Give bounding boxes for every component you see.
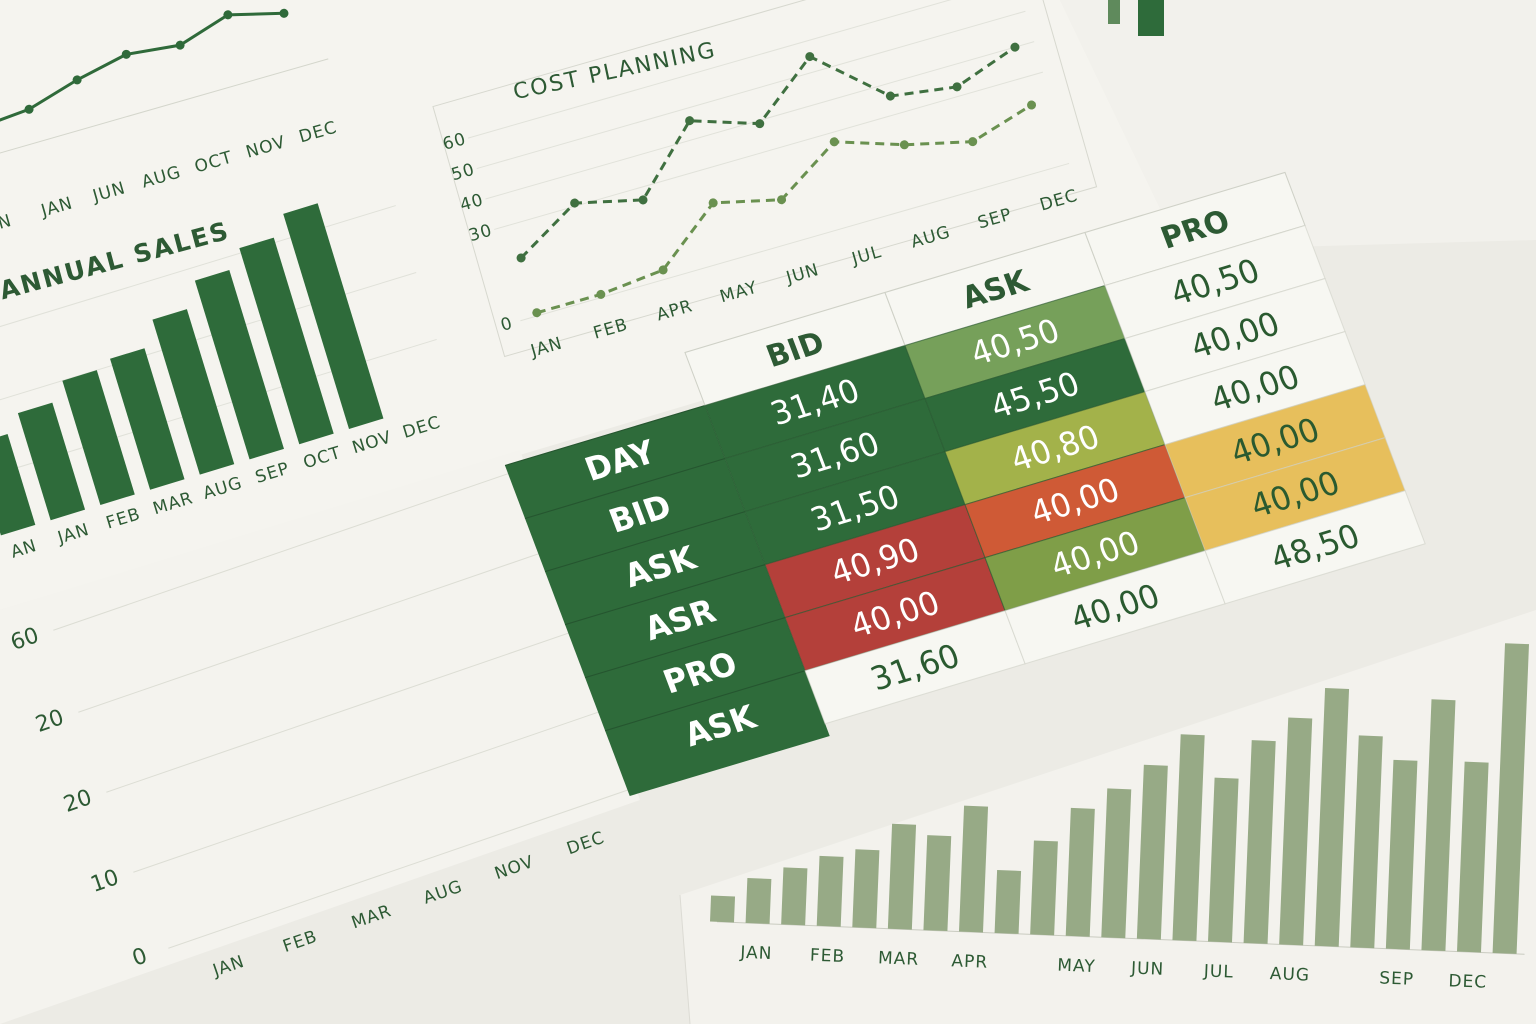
point	[570, 198, 580, 208]
bar	[852, 849, 880, 929]
table: DAYBIDASKASRPROASKBID31,4031,6031,5040,9…	[504, 171, 1426, 796]
bar	[1172, 734, 1205, 942]
row-rule	[604, 670, 806, 732]
x-tick-label: DEC	[1448, 971, 1487, 993]
bar	[710, 895, 736, 923]
bar	[1101, 788, 1132, 939]
rule	[106, 619, 608, 793]
rule	[133, 699, 635, 873]
x-tick-label: FEB	[810, 946, 846, 967]
bar	[923, 835, 952, 932]
point	[885, 91, 895, 101]
bar	[239, 237, 334, 445]
bar	[1314, 688, 1350, 947]
bar	[17, 402, 86, 521]
x-tick-label: JUN	[1130, 958, 1165, 979]
row-rule	[544, 511, 746, 573]
bar	[994, 869, 1022, 934]
fragment-bar	[1108, 0, 1120, 24]
bar	[0, 434, 36, 536]
point	[24, 104, 34, 114]
x-tick-label: APR	[951, 951, 988, 972]
bar	[1279, 717, 1313, 946]
plot-box	[432, 0, 1098, 358]
bar	[887, 823, 917, 930]
point	[708, 198, 718, 208]
x-tick-label: MAY	[1057, 956, 1096, 978]
bar	[152, 309, 235, 475]
bar	[745, 877, 772, 924]
point	[899, 140, 909, 150]
bar	[1065, 807, 1095, 937]
bar	[194, 270, 284, 460]
bar	[1136, 764, 1168, 940]
row-rule	[504, 404, 706, 467]
paper	[1060, 0, 1536, 250]
point	[223, 10, 233, 20]
grid-line	[476, 10, 1026, 170]
point	[658, 265, 668, 275]
point	[516, 253, 526, 263]
bar	[1421, 699, 1456, 952]
point	[121, 49, 131, 59]
chart: JAN FEB MAR APR MAY JUN JUL AUG SEP DEC	[710, 643, 1530, 993]
point	[829, 137, 839, 147]
point	[279, 8, 289, 18]
bar	[1350, 735, 1383, 949]
fragment-bar	[1138, 0, 1164, 36]
rule	[53, 457, 555, 631]
paper-edge	[679, 894, 691, 1024]
grid-line	[467, 0, 1017, 139]
point	[1027, 100, 1037, 110]
paper	[0, 0, 1180, 610]
point	[777, 195, 787, 205]
bar	[1492, 643, 1530, 954]
bar	[110, 348, 185, 490]
axis-rule	[0, 58, 329, 161]
rule	[78, 539, 580, 713]
point	[72, 75, 82, 85]
x-tick-label: JUL	[1202, 961, 1234, 982]
bar	[959, 805, 989, 933]
point	[596, 289, 606, 299]
bar	[781, 867, 808, 926]
point	[685, 116, 695, 126]
bar	[1385, 759, 1418, 950]
y-tick-label: 0	[498, 313, 515, 335]
x-tick-label: JAN	[739, 943, 773, 964]
bar	[816, 855, 844, 927]
grid-line	[520, 162, 1070, 322]
point	[1010, 42, 1020, 52]
row-rule	[584, 617, 786, 679]
bar	[1030, 840, 1058, 936]
bar	[1243, 740, 1276, 944]
point	[952, 82, 962, 92]
point	[755, 119, 765, 129]
row-label-column	[505, 405, 830, 796]
row-rule	[564, 564, 766, 626]
bar	[1208, 777, 1239, 943]
point	[532, 308, 542, 318]
x-tick-label: AUG	[1269, 964, 1310, 986]
bar	[283, 203, 384, 429]
bar	[62, 370, 135, 506]
x-tick-label: MAR	[878, 948, 920, 970]
rule	[168, 775, 670, 949]
cell	[1204, 490, 1426, 605]
x-tick-label: SEP	[1379, 968, 1415, 989]
bar	[1457, 761, 1489, 953]
point	[968, 137, 978, 147]
axis-line	[716, 921, 1525, 955]
grid-line	[494, 71, 1044, 230]
point	[638, 195, 648, 205]
point	[175, 40, 185, 50]
point	[805, 52, 815, 62]
row-rule	[524, 458, 726, 520]
